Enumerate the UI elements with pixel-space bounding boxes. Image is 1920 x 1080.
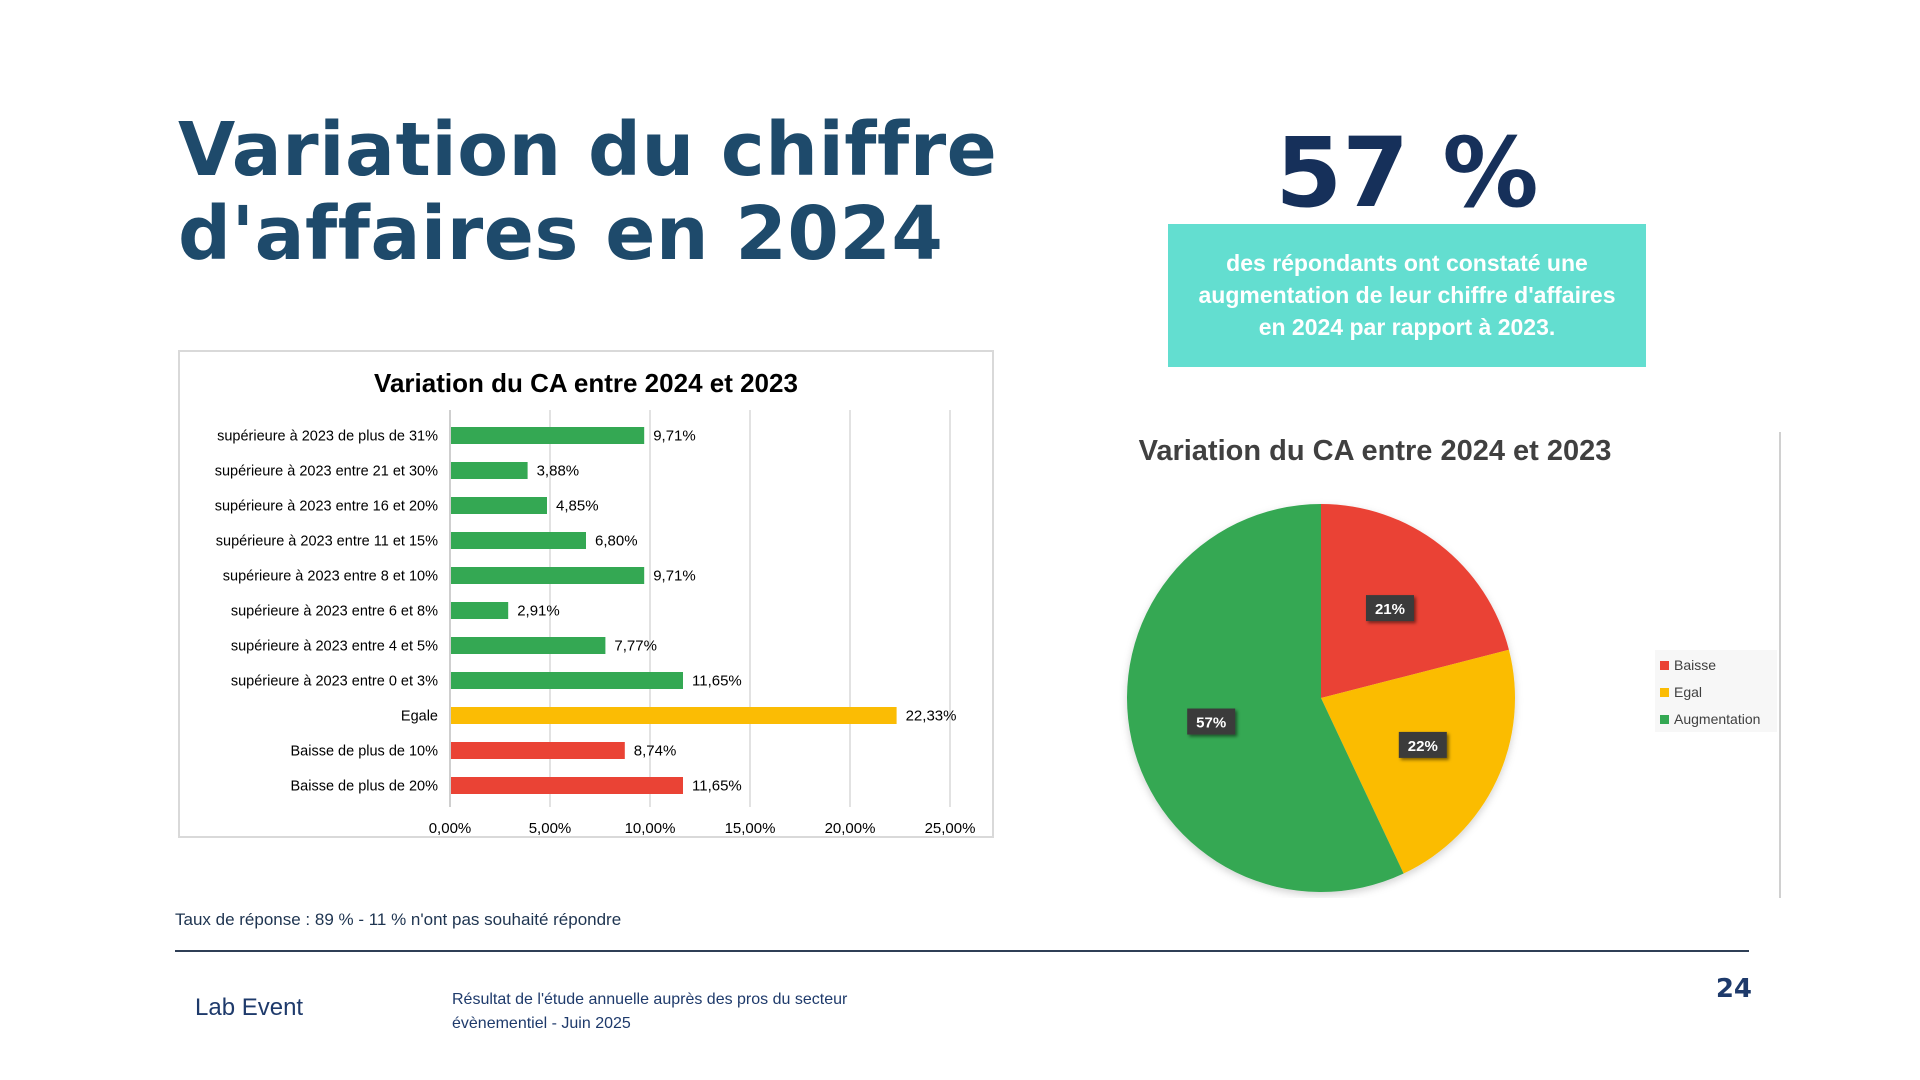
bar [451, 637, 606, 654]
pie-chart: Variation du CA entre 2024 et 2023 21% 22… [1127, 435, 1777, 892]
category-label: supérieure à 2023 entre 0 et 3% [231, 674, 438, 690]
bar-value-label: 7,77% [614, 638, 657, 655]
bar [451, 707, 897, 724]
x-tick-label: 10,00% [625, 820, 676, 836]
bar [451, 532, 586, 549]
legend-label: Egal [1674, 684, 1702, 700]
page-title: Variation du chiffre d'affaires en 2024 [178, 108, 997, 276]
category-label: supérieure à 2023 de plus de 31% [217, 429, 438, 445]
brand-name: Lab Event [195, 994, 304, 1021]
bar-value-label: 9,71% [653, 428, 696, 445]
legend-label: Baisse [1674, 657, 1716, 673]
bar-value-label: 11,65% [692, 673, 742, 690]
legend-label: Augmentation [1674, 711, 1760, 727]
stat-description-box: des répondants ont constaté une augmenta… [1168, 224, 1646, 367]
bar-chart-panel: Variation du CA entre 2024 et 2023 0,00%… [178, 350, 994, 838]
bar-chart-title: Variation du CA entre 2024 et 2023 [374, 368, 798, 398]
x-tick-label: 25,00% [925, 820, 976, 836]
bar-value-label: 3,88% [537, 463, 580, 480]
pie-label-bg [1365, 595, 1414, 622]
pie-value-label: 21% [1375, 601, 1405, 618]
bar-value-label: 2,91% [517, 603, 560, 620]
pie-legend-bg [1655, 650, 1777, 732]
x-tick-label: 15,00% [725, 820, 776, 836]
bar-value-label: 11,65% [692, 778, 742, 795]
bar [451, 672, 683, 689]
category-label: Egale [401, 709, 438, 725]
pie-value-label: 22% [1408, 738, 1438, 755]
bar [451, 567, 645, 584]
bar-chart: Variation du CA entre 2024 et 2023 0,00%… [215, 368, 976, 836]
category-label: supérieure à 2023 entre 11 et 15% [216, 534, 438, 550]
bar-value-label: 4,85% [556, 498, 599, 515]
category-label: supérieure à 2023 entre 21 et 30% [215, 464, 438, 480]
response-rate-note: Taux de réponse : 89 % - 11 % n'ont pas … [175, 910, 622, 929]
category-label: supérieure à 2023 entre 8 et 10% [223, 569, 438, 585]
page-number: 24 [1715, 974, 1752, 1004]
bar [451, 742, 625, 759]
legend-swatch [1660, 715, 1669, 724]
pie-legend: Baisse Egal Augmentation [1655, 650, 1777, 732]
x-tick-label: 0,00% [429, 820, 472, 836]
x-tick-label: 5,00% [529, 820, 572, 836]
category-label: supérieure à 2023 entre 16 et 20% [215, 499, 438, 515]
x-tick-label: 20,00% [825, 820, 876, 836]
pie-slices [1127, 504, 1515, 892]
bar [451, 462, 528, 479]
bar [451, 777, 683, 794]
bar-value-label: 8,74% [634, 743, 677, 760]
pie-slice [1127, 504, 1404, 892]
page-title-line-1: Variation du chiffre [178, 107, 998, 193]
page-title-line-2: d'affaires en 2024 [178, 191, 944, 277]
category-label: supérieure à 2023 entre 4 et 5% [231, 639, 438, 655]
chart-divider [1779, 432, 1781, 898]
bar [451, 427, 645, 444]
bar [451, 602, 509, 619]
pie-label-bg [1398, 731, 1447, 758]
pie-chart-panel: Variation du CA entre 2024 et 2023 21% 22… [1095, 428, 1785, 898]
pie-slice [1321, 504, 1509, 698]
category-label: Baisse de plus de 10% [290, 744, 438, 760]
pie-value-label: 57% [1196, 715, 1226, 732]
bar-value-label: 9,71% [653, 568, 696, 585]
big-stat-value: 57 % [1275, 117, 1539, 229]
bar-value-label: 6,80% [595, 533, 638, 550]
footer-divider [175, 950, 1749, 952]
bar-value-label: 22,33% [906, 708, 957, 725]
pie-chart-title: Variation du CA entre 2024 et 2023 [1139, 435, 1612, 467]
bar [451, 497, 547, 514]
pie-label-bg [1187, 708, 1236, 735]
footer-source-note: Résultat de l'étude annuelle auprès des … [452, 991, 848, 1032]
category-label: supérieure à 2023 entre 6 et 8% [231, 604, 438, 620]
legend-swatch [1660, 688, 1669, 697]
category-label: Baisse de plus de 20% [290, 779, 438, 795]
legend-swatch [1660, 661, 1669, 670]
pie-slice [1321, 649, 1515, 874]
